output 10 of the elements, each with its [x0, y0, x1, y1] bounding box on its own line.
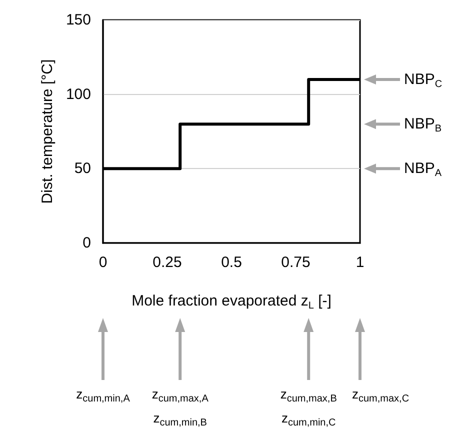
y-tick-label: 0: [82, 234, 91, 252]
x-tick-label: 0: [98, 254, 108, 271]
x-tick-label: 0.25: [152, 254, 182, 271]
y-tick-label: 100: [66, 86, 91, 103]
y-tick-label: 50: [74, 160, 91, 178]
x-tick-label: 0.5: [221, 254, 242, 271]
y-tick-label: 150: [66, 12, 91, 28]
x-tick-label: 0.75: [281, 254, 310, 271]
x-tick-label: 1: [356, 254, 364, 271]
y-axis-title: Dist. temperature [°C]: [39, 59, 56, 204]
